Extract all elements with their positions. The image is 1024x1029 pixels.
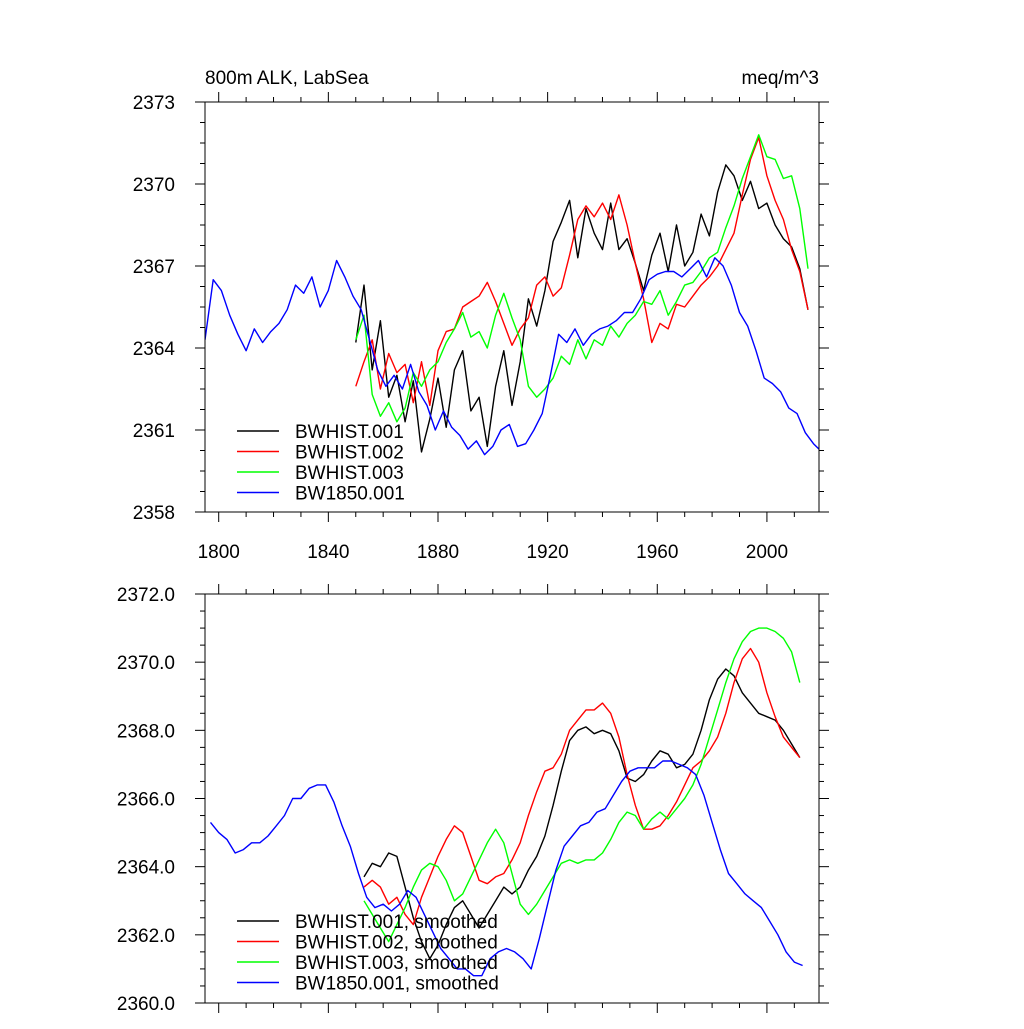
- bottom-panel-smoothed-alkalinity: 2360.0 2362.0 2364.0 2366.0 2368.0 2370.0 2372…: [117, 584, 829, 1015]
- series-line-bw1850-001-smoothed: [209, 760, 803, 977]
- legend-label: BWHIST.001, smoothed: [295, 912, 498, 933]
- series-line-bw1850-001: [205, 257, 819, 456]
- legend-label: BW1850.001: [295, 484, 405, 505]
- y-tick-label: 2370: [133, 175, 175, 196]
- x-tick-label: 1880: [417, 542, 459, 563]
- legend-label: BWHIST.002, smoothed: [295, 933, 498, 954]
- y-tick-label: 2367: [133, 257, 175, 278]
- x-tick-label: 2000: [746, 542, 788, 563]
- legend-label: BWHIST.003: [295, 463, 404, 484]
- series-line-bwhist-002-smoothed: [363, 647, 801, 926]
- series-line-bwhist-002: [355, 136, 809, 407]
- x-tick-label: 1800: [198, 542, 240, 563]
- x-tick-label: 1960: [636, 542, 678, 563]
- y-tick-label: 2366.0: [117, 790, 175, 811]
- series-line-bwhist-001-smoothed: [363, 668, 801, 960]
- series-line-bwhist-001: [355, 164, 809, 453]
- y-tick-label: 2364: [133, 339, 176, 360]
- y-tick-label: 2370.0: [117, 653, 175, 674]
- y-tick-label: 2358: [133, 503, 175, 524]
- y-tick-label: 2372.0: [117, 585, 175, 606]
- series-line-bwhist-003-smoothed: [363, 627, 801, 943]
- y-tick-label: 2368.0: [117, 721, 175, 742]
- legend-label: BWHIST.003, smoothed: [295, 953, 498, 974]
- legend-label: BWHIST.002: [295, 443, 404, 464]
- x-tick-label: 1840: [307, 542, 349, 563]
- legend-label: BW1850.001, smoothed: [295, 974, 499, 995]
- chart-units: meq/m^3: [741, 68, 819, 89]
- legend-label: BWHIST.001: [295, 422, 404, 443]
- y-tick-label: 2362.0: [117, 926, 175, 947]
- top-panel-raw-alkalinity: 1800 1840 1880 1920 1960 2000 2358 2361 2364 2367…: [133, 68, 829, 563]
- y-tick-label: 2360.0: [117, 994, 175, 1015]
- y-tick-label: 2364.0: [117, 858, 175, 879]
- chart-title: 800m ALK, LabSea: [205, 68, 369, 89]
- series-line-bwhist-003: [355, 134, 809, 423]
- y-tick-label: 2361: [133, 421, 175, 442]
- y-tick-label: 2373: [133, 93, 175, 114]
- x-tick-label: 1920: [526, 542, 568, 563]
